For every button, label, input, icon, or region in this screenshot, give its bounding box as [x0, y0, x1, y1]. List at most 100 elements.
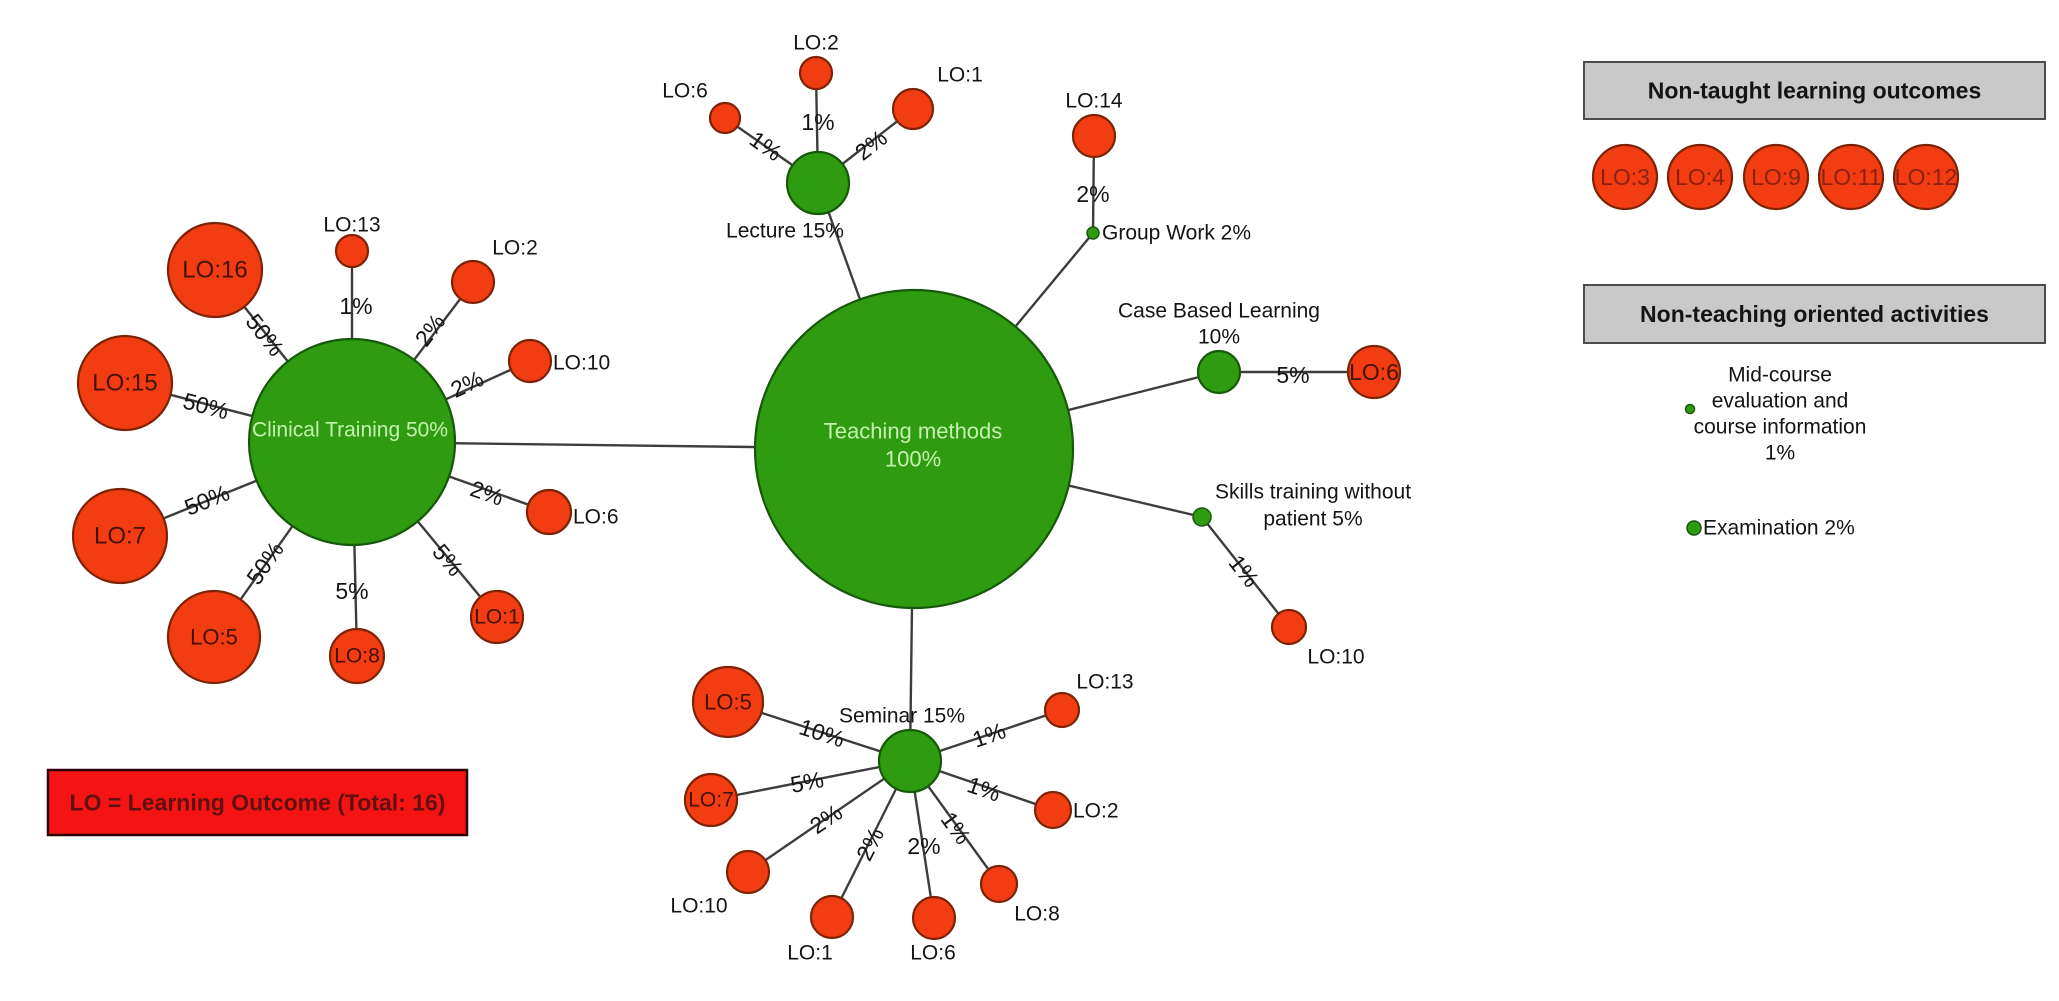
node-ct_lo5-circle [166, 589, 262, 685]
node-ct_lo6-label: LO:6 [573, 506, 619, 529]
node-sem_lo7-circle [683, 772, 739, 828]
non-taught-outcome-circle [1742, 143, 1810, 211]
node-ct_lo7-circle [71, 487, 169, 585]
node-cbl-circle [1196, 349, 1242, 395]
edge-skills-sk_lo10 [1201, 516, 1290, 628]
node-sem_lo5-circle [691, 665, 765, 739]
node-seminar-label: Seminar 15% [839, 705, 965, 728]
node-ct_lo15-label: LO:15 [92, 370, 157, 397]
node-ct_lo1-label: LO:1 [474, 606, 520, 629]
node-sem_lo5-label: LO:5 [704, 690, 752, 715]
edge-label-skills-sk_lo10: 1% [1224, 550, 1265, 592]
legend-box [46, 768, 469, 837]
node-skills-label-0: Skills training without [1215, 481, 1411, 504]
panels-layer: Non-taught learning outcomes Non-teaching… [1583, 61, 2046, 540]
node-ct_lo6-circle [525, 488, 573, 536]
node-ct_lo10-circle [507, 338, 553, 384]
edge-label-clinical-ct_lo8: 5% [335, 578, 368, 604]
node-ct_lo16-label: LO:16 [182, 257, 247, 284]
node-teaching-label-1: 100% [885, 447, 941, 472]
node-sk_lo10-circle [1270, 608, 1308, 646]
node-skills-label-1: patient 5% [1263, 508, 1362, 531]
node-lec_lo6-label: LO:6 [662, 80, 708, 103]
non-teaching-item-text: evaluation and [1712, 390, 1849, 413]
node-lec_lo1-circle [891, 87, 935, 131]
legend-layer: LO = Learning Outcome (Total: 16) [46, 768, 469, 837]
edge-label-clinical-ct_lo6: 2% [467, 475, 507, 510]
node-sem_lo1-circle [809, 894, 855, 940]
non-taught-outcome-circle [1817, 143, 1885, 211]
non-teaching-item-text: Mid-course [1728, 364, 1832, 387]
non-taught-outcome-label: LO:3 [1600, 164, 1650, 190]
node-lec_lo2-label: LO:2 [793, 32, 839, 55]
edge-label-clinical-ct_lo7: 50% [181, 479, 233, 520]
node-ct_lo16-circle [166, 221, 264, 319]
node-ct_lo7-label: LO:7 [94, 523, 146, 550]
non-teaching-item-text: course information [1694, 416, 1867, 439]
node-sem_lo10-circle [725, 849, 771, 895]
edge-label-seminar-sem_lo7: 5% [788, 766, 826, 798]
node-sem_lo2-circle [1033, 790, 1073, 830]
non-teaching-item-text: 1% [1765, 442, 1795, 465]
edge-label-cbl-cbl_lo6: 5% [1276, 362, 1309, 388]
edge-label-lecture-lec_lo6: 1% [745, 126, 787, 166]
edge-seminar-sem_lo10 [747, 760, 911, 873]
activity-dot-icon [1686, 520, 1702, 536]
node-ct_lo5-label: LO:5 [190, 625, 238, 650]
node-ct_lo8-circle [328, 627, 386, 685]
node-clinical-circle [247, 337, 457, 547]
edge-label-clinical-ct_lo15: 50% [180, 387, 231, 424]
node-lecture-circle [785, 150, 851, 216]
node-lo14-label: LO:14 [1065, 90, 1123, 113]
edge-label-clinical-ct_lo2: 2% [410, 309, 451, 351]
node-sem_lo13-circle [1043, 691, 1081, 729]
node-ct_lo13-label: LO:13 [323, 214, 380, 237]
edge-label-clinical-ct_lo13: 1% [339, 293, 372, 319]
node-ct_lo2-circle [450, 259, 496, 305]
edge-label-seminar-sem_lo13: 1% [969, 717, 1009, 752]
node-sk_lo10-label: LO:10 [1307, 646, 1364, 669]
node-sem_lo6-label: LO:6 [910, 942, 956, 965]
edge-label-seminar-sem_lo10: 2% [805, 799, 847, 839]
node-seminar-circle [877, 728, 943, 794]
node-ct_lo10-label: LO:10 [553, 352, 610, 375]
non-taught-outcome-label: LO:4 [1675, 164, 1725, 190]
non-taught-outcome-label: LO:11 [1821, 164, 1882, 190]
node-cbl-label-0: Case Based Learning [1118, 300, 1320, 323]
node-lec_lo6-circle [708, 101, 742, 135]
node-sem_lo7-label: LO:7 [688, 789, 734, 812]
non-taught-outcome-label: LO:12 [1895, 164, 1958, 190]
node-ct_lo2-label: LO:2 [492, 237, 538, 260]
non-taught-outcome-circle [1591, 143, 1659, 211]
node-sem_lo6-circle [911, 895, 957, 941]
activity-dot-icon [1684, 403, 1696, 415]
non-taught-outcome-label: LO:9 [1751, 164, 1801, 190]
panel-non_teaching-title: Non-teaching oriented activities [1640, 301, 1989, 327]
node-groupwork-label: Group Work 2% [1102, 222, 1251, 245]
node-groupwork-circle [1086, 226, 1100, 240]
non-teaching-item-text: Examination 2% [1703, 517, 1855, 540]
node-ct_lo1-circle [469, 589, 525, 645]
node-ct_lo15-circle [76, 334, 174, 432]
panel-non_teaching-box [1583, 284, 2046, 344]
node-ct_lo8-label: LO:8 [334, 645, 380, 668]
node-lecture-label: Lecture 15% [726, 220, 844, 243]
node-ct_lo13-circle [334, 233, 370, 269]
edge-label-lecture-lec_lo2: 1% [801, 109, 834, 135]
edge-label-clinical-ct_lo5: 50% [241, 537, 289, 590]
edge-label-groupwork-lo14: 2% [1076, 181, 1109, 207]
edge-label-seminar-sem_lo1: 2% [851, 823, 889, 864]
non-taught-outcome-circle [1666, 143, 1734, 211]
node-teaching-label-0: Teaching methods [824, 419, 1003, 444]
node-lec_lo2-circle [798, 55, 834, 91]
node-cbl_lo6-label: LO:6 [1349, 359, 1399, 385]
node-sem_lo8-circle [979, 864, 1019, 904]
nodes-layer [71, 55, 1402, 941]
node-sem_lo10-label: LO:10 [670, 895, 727, 918]
node-sem_lo13-label: LO:13 [1076, 671, 1133, 694]
legend-text: LO = Learning Outcome (Total: 16) [70, 790, 446, 816]
node-sem_lo8-label: LO:8 [1014, 903, 1060, 926]
node-lec_lo1-label: LO:1 [937, 64, 983, 87]
